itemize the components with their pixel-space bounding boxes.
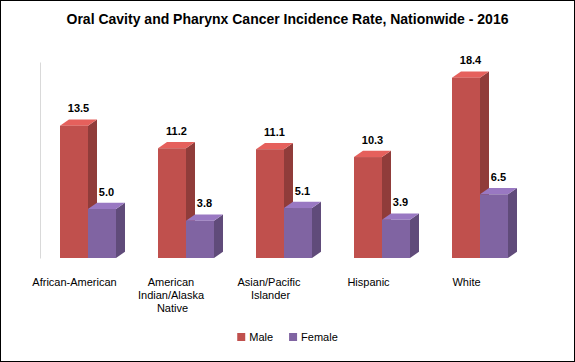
bar (354, 157, 382, 258)
x-tick: American Indian/Alaska Native (138, 258, 207, 314)
bar-top (256, 143, 293, 149)
data-label: 10.3 (362, 134, 383, 146)
legend-swatch (289, 333, 297, 341)
legend-swatch (237, 333, 245, 341)
x-tick: Asian/Pacific Islander (237, 258, 303, 301)
x-tick-label: African-American (32, 276, 116, 288)
bar-side (410, 213, 419, 258)
bar (256, 149, 284, 258)
bar-side (312, 202, 321, 258)
chart: Oral Cavity and Pharynx Cancer Incidence… (0, 0, 575, 362)
x-axis: African-American American Indian/Alaska N… (32, 258, 530, 314)
bar (158, 148, 186, 258)
bars (60, 71, 517, 258)
bar (60, 126, 88, 258)
bar-top (480, 188, 517, 194)
x-tick-label: Hispanic (347, 276, 390, 288)
bar-group (382, 213, 419, 258)
bar-side (508, 188, 517, 258)
bar-top (382, 213, 419, 219)
data-labels: 13.5 11.2 11.1 10.3 18.4 5.0 3.8 5.1 3.9 6.5 (68, 54, 506, 209)
bar-side (116, 203, 125, 258)
chart-title: Oral Cavity and Pharynx Cancer Incidence… (67, 11, 509, 27)
y-axis-line (40, 63, 41, 259)
data-label: 13.5 (68, 102, 89, 114)
y-axis (40, 63, 41, 259)
bar-top (284, 202, 321, 208)
legend-label: Male (249, 331, 273, 343)
bar-top (186, 214, 223, 220)
legend-item: Male (237, 331, 273, 343)
bar (186, 221, 214, 258)
data-label: 3.9 (393, 196, 408, 208)
bar-top (88, 203, 125, 209)
bar-top (60, 119, 97, 125)
x-tick-label: American Indian/Alaska Native (138, 276, 207, 314)
bar-top (354, 151, 391, 157)
data-label: 5.1 (295, 185, 310, 197)
bar-side (214, 214, 223, 258)
x-tick: White (452, 258, 480, 288)
x-axis-line (41, 258, 531, 259)
x-tick: Hispanic (347, 258, 390, 288)
bar (88, 209, 116, 258)
bar-group (186, 214, 223, 258)
data-label: 6.5 (491, 171, 506, 183)
data-label: 18.4 (460, 54, 482, 66)
bar-group (284, 202, 321, 258)
legend-item: Female (289, 331, 338, 343)
x-tick-label: White (452, 276, 480, 288)
bar (284, 208, 312, 258)
legend: Male Female (237, 331, 338, 343)
bar-top (158, 142, 195, 148)
legend-label: Female (301, 331, 338, 343)
x-tick: African-American (32, 258, 116, 288)
chart-border (1, 1, 575, 362)
bar-group (88, 203, 125, 258)
data-label: 11.2 (166, 125, 187, 137)
bar (480, 194, 508, 258)
bar (382, 220, 410, 258)
bar-top (452, 71, 489, 77)
data-label: 11.1 (264, 126, 285, 138)
data-label: 5.0 (99, 186, 114, 198)
bar-group (480, 188, 517, 258)
data-label: 3.8 (197, 197, 212, 209)
x-tick-label: Asian/Pacific Islander (237, 276, 303, 301)
bar (452, 78, 480, 258)
